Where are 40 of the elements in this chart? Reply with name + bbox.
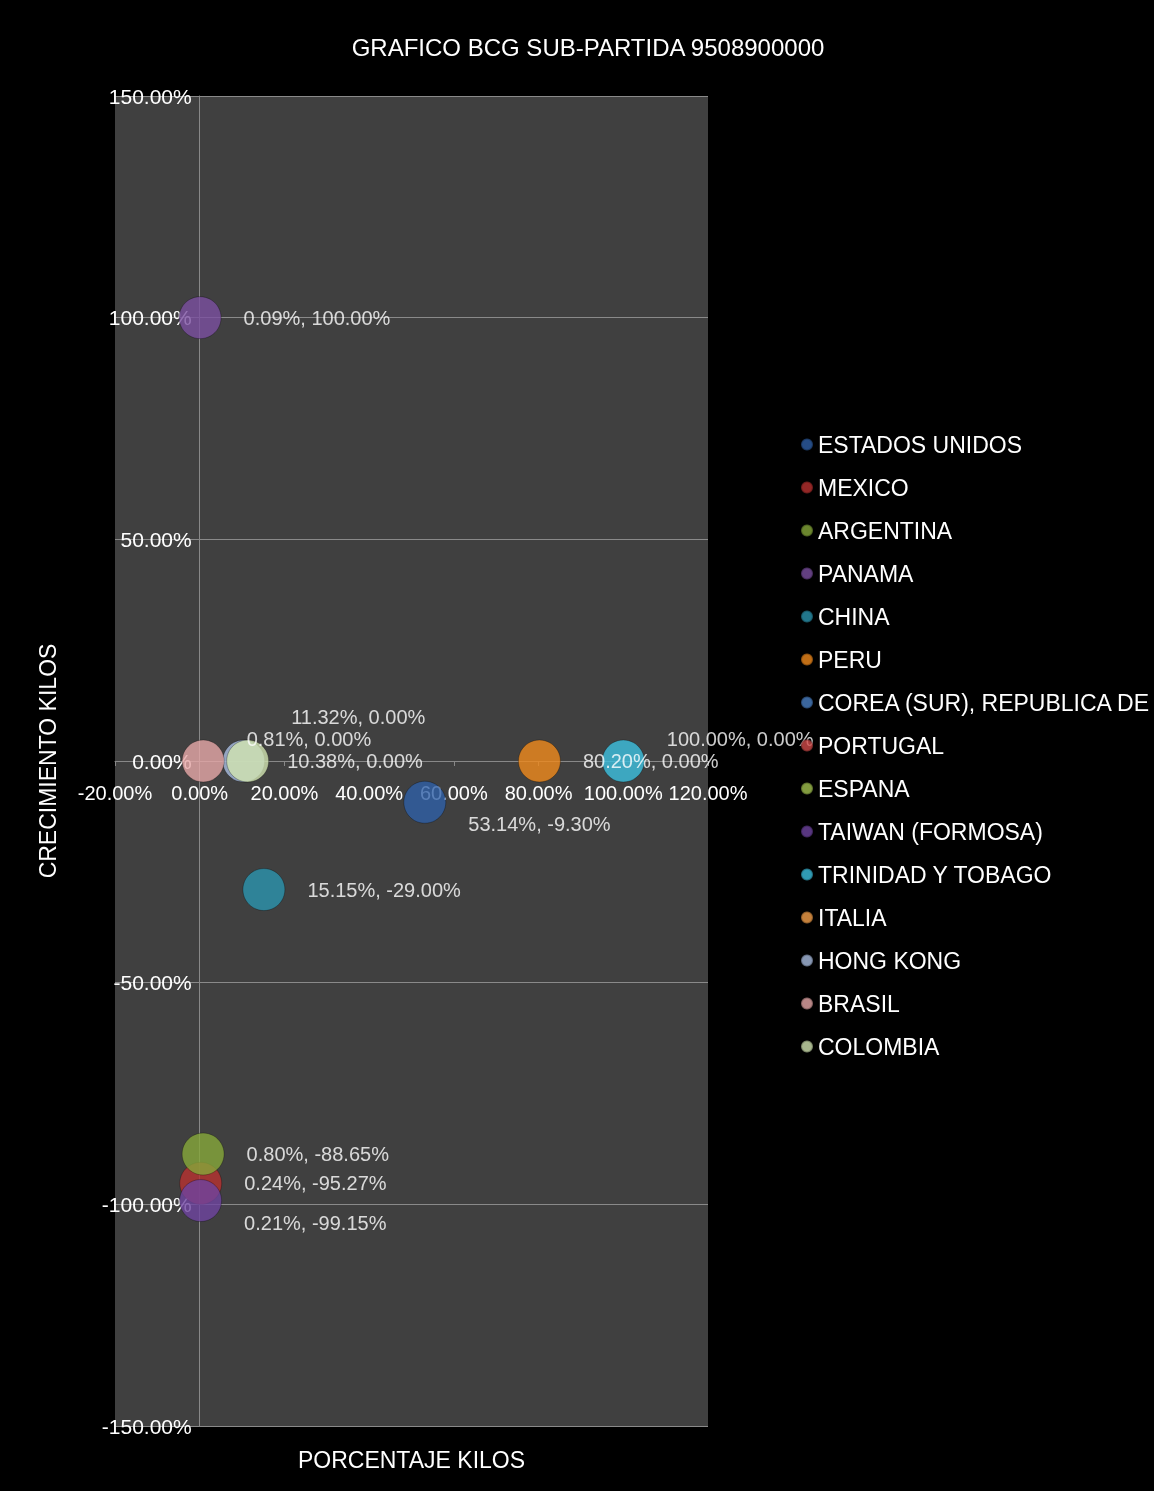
x-tick-label: 80.00% xyxy=(504,782,573,804)
data-label: 0.80%, -88.65% xyxy=(246,1143,390,1166)
y-tick-label: 50.00% xyxy=(120,527,192,551)
data-label: 53.14%, -9.30% xyxy=(468,813,611,836)
y-tick-label: 150.00% xyxy=(108,84,192,108)
chart-title: GRAFICO BCG SUB-PARTIDA 9508900000 xyxy=(351,33,825,61)
x-tick-label: 0.00% xyxy=(171,782,229,804)
x-axis-title: PORCENTAJE KILOS xyxy=(297,1446,526,1473)
x-tick-label: 40.00% xyxy=(335,782,404,804)
legend-label: COREA (SUR), REPUBLICA DE xyxy=(818,689,1150,716)
y-tick-label: -50.00% xyxy=(113,971,192,995)
data-label: 0.21%, -99.15% xyxy=(244,1211,387,1234)
y-tick-label: -150.00% xyxy=(101,1414,192,1438)
data-label: 10.38%, 0.00% xyxy=(287,750,424,772)
legend-label: ARGENTINA xyxy=(818,517,953,544)
x-tick-label: -20.00% xyxy=(77,782,153,804)
legend-label: PORTUGAL xyxy=(818,732,945,759)
y-axis-title: CRECIMIENTO KILOS xyxy=(35,643,62,879)
legend-label: HONG KONG xyxy=(818,947,962,974)
x-tick-label: 100.00% xyxy=(583,782,663,804)
data-label: 11.32%, 0.00% xyxy=(291,706,426,728)
x-tick-label: 120.00% xyxy=(668,782,748,804)
legend-label: ESTADOS UNIDOS xyxy=(818,431,1023,458)
data-label: 0.09%, 100.00% xyxy=(243,306,391,329)
legend-label: COLOMBIA xyxy=(818,1033,941,1060)
legend-label: MEXICO xyxy=(818,474,909,501)
y-tick-label: 100.00% xyxy=(108,306,192,330)
legend-label: CHINA xyxy=(818,603,891,630)
data-label: 15.15%, -29.00% xyxy=(307,878,462,901)
x-tick-label: 20.00% xyxy=(250,782,319,804)
legend-label: TRINIDAD Y TOBAGO xyxy=(818,861,1052,888)
data-label: 100.00%, 0.00% xyxy=(666,728,814,750)
y-tick-label: -100.00% xyxy=(101,1192,192,1216)
legend-label: PERU xyxy=(818,646,882,673)
legend-label: ITALIA xyxy=(818,904,888,931)
data-label: 0.24%, -95.27% xyxy=(244,1172,387,1195)
legend-label: TAIWAN (FORMOSA) xyxy=(818,818,1043,845)
legend-label: ESPANA xyxy=(818,775,911,802)
legend-label: PANAMA xyxy=(818,560,915,587)
legend-label: BRASIL xyxy=(818,990,901,1017)
